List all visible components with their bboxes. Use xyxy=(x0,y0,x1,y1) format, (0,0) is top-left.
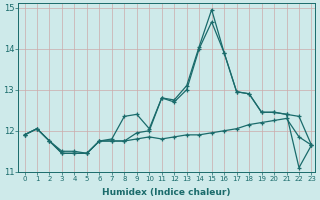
X-axis label: Humidex (Indice chaleur): Humidex (Indice chaleur) xyxy=(102,188,231,197)
